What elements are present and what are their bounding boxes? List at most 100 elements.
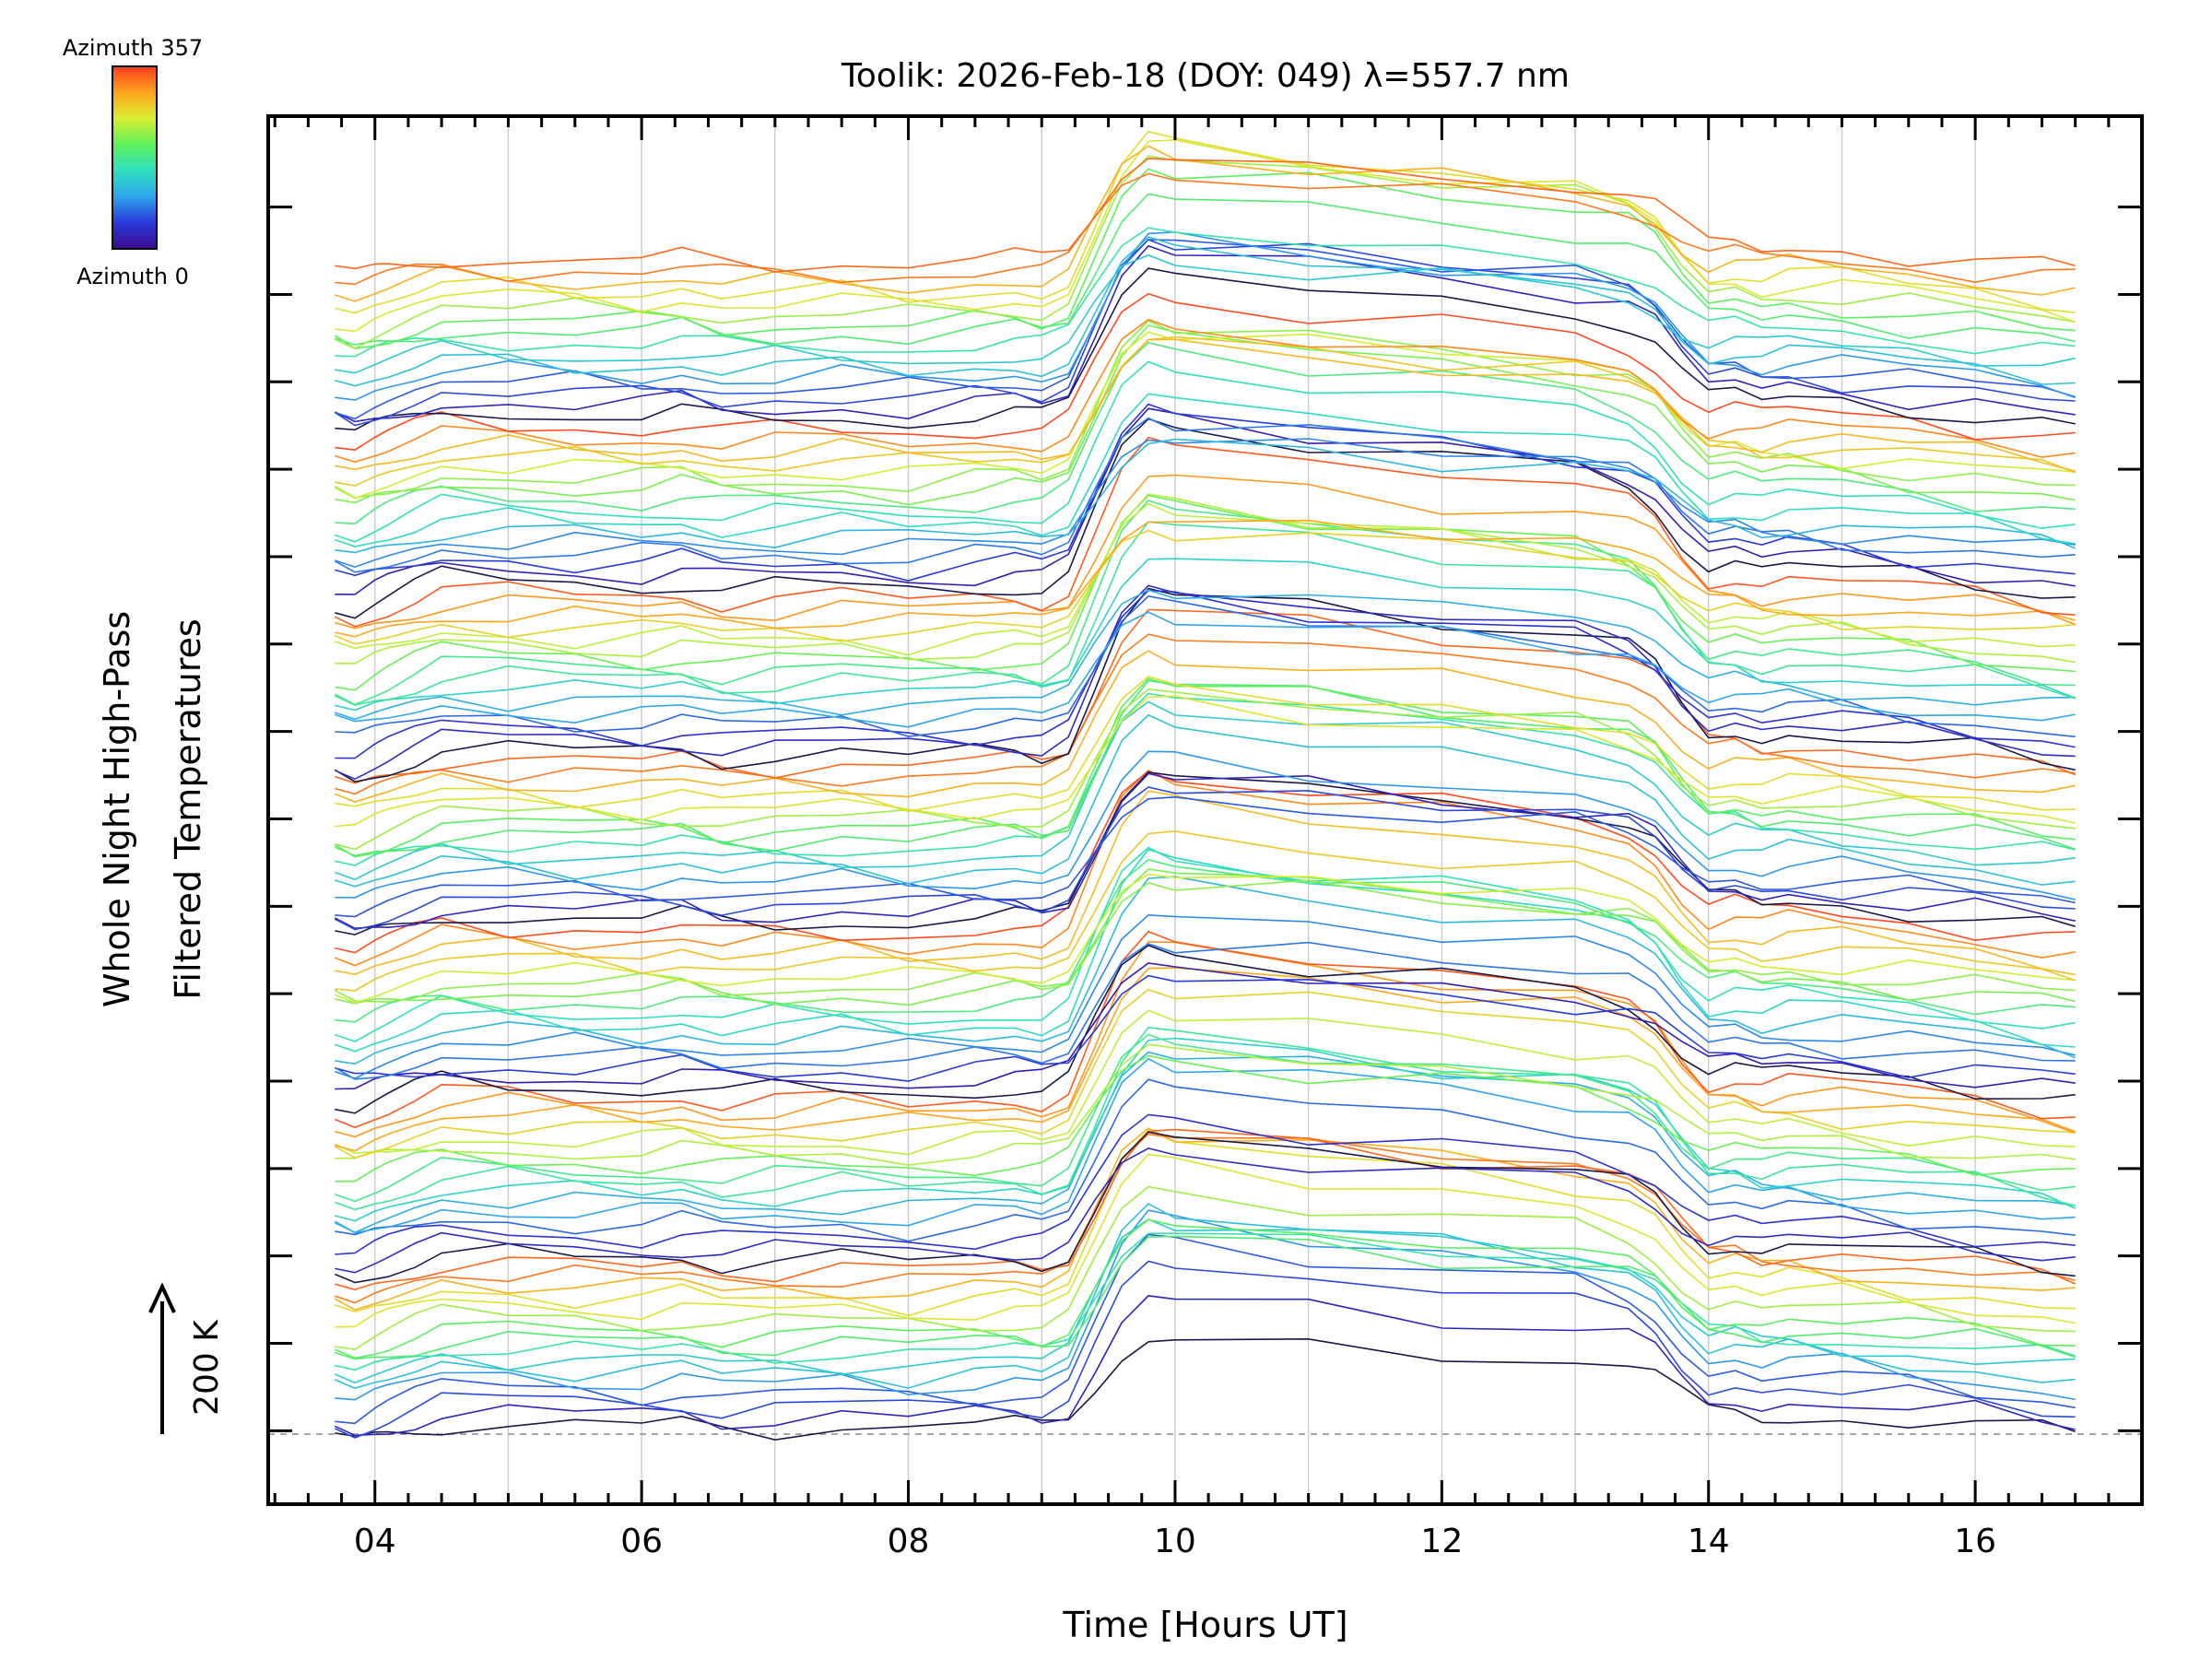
series-line xyxy=(335,230,2076,401)
series-line xyxy=(335,695,2076,828)
x-tick-label: 10 xyxy=(1154,1523,1196,1560)
scale-marker-label: 200 K xyxy=(188,1319,226,1416)
series-line xyxy=(335,157,2076,273)
series-line xyxy=(335,407,2076,595)
series-line xyxy=(335,1128,2077,1291)
series-line xyxy=(335,930,2076,1129)
series-line xyxy=(334,587,2076,782)
series-line xyxy=(335,974,2076,1082)
series-line xyxy=(335,795,2076,918)
colorbar-swatch xyxy=(112,65,158,250)
temperature-series-group xyxy=(334,130,2077,1441)
series-line xyxy=(335,750,2076,900)
series-line xyxy=(335,253,2076,374)
series-line xyxy=(334,500,2076,706)
series-line xyxy=(335,1078,2076,1242)
series-line xyxy=(335,1337,2076,1441)
x-tick-label: 12 xyxy=(1420,1523,1463,1560)
series-line xyxy=(335,1233,2076,1425)
series-line xyxy=(335,324,2076,506)
series-line xyxy=(334,1009,2076,1156)
axis-ticks xyxy=(268,116,2142,1504)
x-tick-label: 08 xyxy=(888,1523,930,1560)
series-line xyxy=(334,1218,2076,1359)
series-line xyxy=(335,608,2077,784)
series-line xyxy=(335,438,2076,569)
series-line xyxy=(335,1133,2076,1304)
x-axis-label: Time [Hours UT] xyxy=(1062,1605,1347,1645)
series-line xyxy=(335,1054,2076,1182)
x-tick-label: 14 xyxy=(1688,1523,1730,1560)
series-line xyxy=(335,868,2076,1006)
series-line xyxy=(335,1033,2076,1203)
series-line xyxy=(335,193,2076,346)
series-line xyxy=(334,1057,2076,1234)
series-line xyxy=(335,338,2076,472)
series-line xyxy=(334,529,2076,645)
series-line xyxy=(334,1295,2076,1437)
x-tick-label: 16 xyxy=(1954,1523,1996,1560)
series-line xyxy=(335,1113,2076,1255)
series-line xyxy=(334,679,2076,857)
series-line xyxy=(335,650,2076,803)
series-line xyxy=(334,677,2076,858)
series-line xyxy=(334,155,2076,349)
series-line xyxy=(335,1153,2076,1328)
series-line xyxy=(334,879,2076,1003)
series-line xyxy=(335,1235,2076,1360)
series-line xyxy=(335,494,2076,691)
colorbar-bottom-label: Azimuth 0 xyxy=(76,264,189,289)
series-line xyxy=(335,1043,2076,1167)
chart-title: Toolik: 2026-Feb-18 (DOY: 049) λ=557.7 n… xyxy=(841,57,1570,95)
x-tick-labels: 04 06 08 10 12 14 16 xyxy=(354,1523,1996,1560)
series-line xyxy=(335,1232,2076,1371)
series-line xyxy=(335,713,2076,888)
series-line xyxy=(335,913,2076,1079)
series-line xyxy=(335,474,2076,629)
series-line xyxy=(335,940,2076,1138)
series-line xyxy=(335,873,2076,1004)
series-line xyxy=(335,1037,2077,1222)
x-tick-label: 04 xyxy=(354,1523,396,1560)
series-line xyxy=(335,393,2076,547)
series-line xyxy=(335,360,2076,543)
series-line xyxy=(334,331,2076,500)
series-line xyxy=(335,1185,2076,1351)
series-line xyxy=(335,692,2076,866)
series-line xyxy=(335,145,2076,302)
series-line xyxy=(335,876,2076,1065)
series-line xyxy=(334,988,2076,1159)
series-line xyxy=(334,244,2076,423)
series-line xyxy=(335,267,2076,431)
y-axis-label-line-1: Whole Night High-Pass xyxy=(97,611,137,1007)
series-line xyxy=(335,438,2077,554)
series-line xyxy=(335,493,2076,665)
series-line xyxy=(335,769,2076,967)
colorbar: Azimuth 357 Azimuth 0 xyxy=(63,35,203,289)
series-line xyxy=(334,941,2076,1080)
series-line xyxy=(335,676,2076,813)
series-line xyxy=(335,138,2076,333)
series-line xyxy=(335,236,2076,387)
series-line xyxy=(335,611,2076,728)
x-tick-label: 06 xyxy=(620,1523,663,1560)
series-line xyxy=(335,519,2076,638)
series-line xyxy=(334,436,2076,628)
series-line xyxy=(335,1026,2076,1211)
series-line xyxy=(334,772,2076,930)
series-line xyxy=(335,688,2076,851)
series-line xyxy=(335,944,2076,1114)
series-line xyxy=(335,967,2076,1152)
series-line xyxy=(335,962,2076,1090)
series-line xyxy=(335,1147,2076,1274)
plot-frame xyxy=(266,114,2144,1506)
series-line xyxy=(335,830,2076,992)
up-arrow-icon xyxy=(148,1282,176,1313)
y-axis-label-line-2: Filtered Temperatures xyxy=(168,618,208,999)
series-line xyxy=(335,558,2076,712)
series-line xyxy=(335,335,2076,487)
scale-marker: 200 K xyxy=(148,1282,226,1434)
series-line xyxy=(334,320,2076,499)
series-line xyxy=(335,418,2076,619)
